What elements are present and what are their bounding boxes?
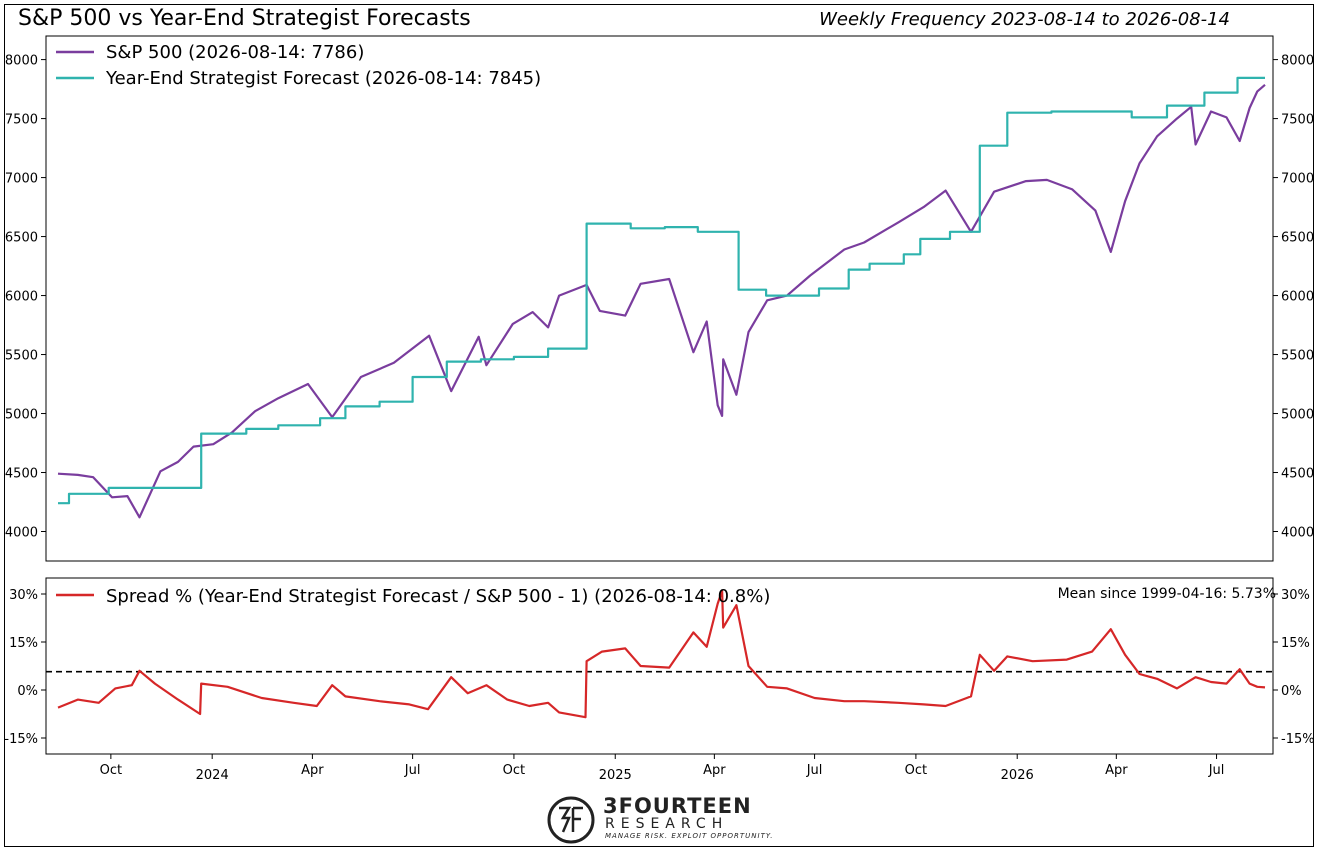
x-tick-label: Oct — [100, 763, 122, 778]
series-line-spread — [57, 589, 1266, 719]
x-tick-label: Apr — [703, 763, 726, 778]
y-tick-label-left: 8000 — [5, 54, 38, 69]
figure-frame — [4, 4, 1314, 847]
y-tick-label-left: 6500 — [5, 231, 38, 246]
y-tick-label-right: 30% — [1281, 588, 1310, 603]
series-line-forecast — [58, 76, 1265, 505]
chart-subtitle: Weekly Frequency 2023-08-14 to 2026-08-1… — [819, 9, 1230, 30]
x-tick-label: Jul — [1208, 763, 1225, 778]
y-tick-label-right: 6500 — [1281, 231, 1314, 246]
x-tick-label: Oct — [503, 763, 525, 778]
legend-label-spread: Spread % (Year-End Strategist Forecast /… — [106, 586, 770, 607]
y-tick-label-left: 15% — [9, 636, 38, 651]
x-tick-label: Oct — [905, 763, 927, 778]
x-tick-label: 2026 — [1001, 768, 1034, 783]
y-tick-label-left: 4000 — [5, 526, 38, 541]
y-tick-label-right: 8000 — [1281, 54, 1314, 69]
price-panel-frame — [45, 35, 1274, 562]
x-tick-label: 2025 — [599, 768, 632, 783]
y-tick-label-right: 7000 — [1281, 172, 1314, 187]
company-logo: 3FOURTEEN RESEARCH MANAGE RISK. EXPLOIT … — [545, 794, 772, 846]
y-tick-label-right: 0% — [1281, 684, 1302, 699]
logo-tagline: MANAGE RISK. EXPLOIT OPPORTUNITY. — [605, 832, 774, 840]
legend-label-spx: S&P 500 (2026-08-14: 7786) — [106, 42, 364, 63]
y-tick-label-right: 4000 — [1281, 526, 1314, 541]
y-tick-label-right: -15% — [1281, 732, 1315, 747]
x-tick-label: 2024 — [196, 768, 229, 783]
y-tick-label-right: 7500 — [1281, 113, 1314, 128]
y-tick-label-left: 0% — [17, 684, 38, 699]
x-tick-label: Apr — [1105, 763, 1128, 778]
legend-label-forecast: Year-End Strategist Forecast (2026-08-14… — [105, 68, 541, 89]
y-tick-label-left: 30% — [9, 588, 38, 603]
y-tick-label-left: 5500 — [5, 349, 38, 364]
y-tick-label-right: 5500 — [1281, 349, 1314, 364]
y-tick-label-right: 6000 — [1281, 290, 1314, 305]
series-line-spx — [57, 83, 1266, 519]
y-tick-label-left: 5000 — [5, 408, 38, 423]
x-tick-label: Apr — [301, 763, 324, 778]
y-tick-label-left: -15% — [4, 732, 38, 747]
y-tick-label-left: 7000 — [5, 172, 38, 187]
y-tick-label-left: 7500 — [5, 113, 38, 128]
y-tick-label-right: 15% — [1281, 636, 1310, 651]
y-tick-label-left: 4500 — [5, 467, 38, 482]
y-tick-label-left: 6000 — [5, 290, 38, 305]
x-tick-label: Jul — [806, 763, 823, 778]
mean-annotation: Mean since 1999-04-16: 5.73% — [1058, 586, 1276, 602]
x-tick-label: Jul — [404, 763, 421, 778]
chart-title: S&P 500 vs Year-End Strategist Forecasts — [18, 6, 471, 31]
logo-mark-icon — [547, 796, 595, 844]
y-tick-label-right: 4500 — [1281, 467, 1314, 482]
logo-name: 3FOURTEEN — [603, 794, 752, 818]
logo-subname: RESEARCH — [605, 816, 729, 832]
y-tick-label-right: 5000 — [1281, 408, 1314, 423]
spread-panel-frame — [45, 577, 1274, 755]
